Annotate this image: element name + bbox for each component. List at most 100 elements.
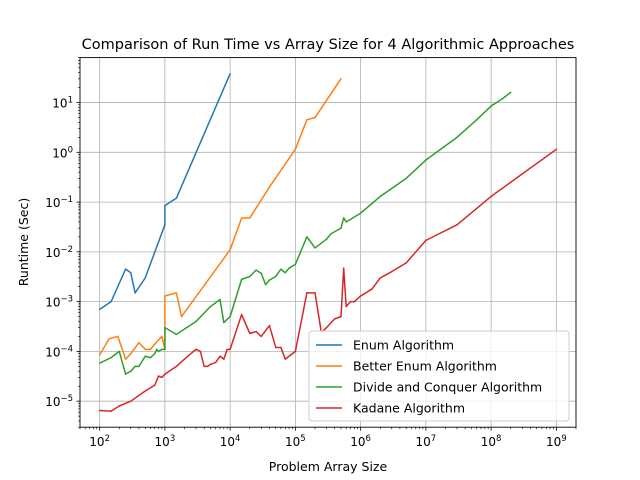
y-axis-label: Runtime (Sec): [16, 198, 31, 286]
data-point: [157, 350, 160, 353]
data-point: [175, 292, 178, 294]
data-point: [425, 239, 427, 242]
legend-label-0: Enum Algorithm: [353, 338, 454, 353]
x-tick-label: 105: [285, 434, 306, 449]
data-point: [274, 346, 277, 349]
series-points-1: [98, 78, 342, 360]
y-tick-label: 10−5: [45, 394, 73, 409]
data-point: [98, 409, 101, 412]
data-point: [274, 275, 277, 278]
data-point: [138, 341, 140, 344]
data-point: [229, 348, 231, 351]
data-point: [203, 365, 205, 368]
data-point: [108, 337, 110, 340]
y-tick-label: 10−2: [45, 245, 73, 260]
data-point: [175, 365, 178, 368]
data-point: [164, 348, 166, 351]
data-point: [161, 348, 163, 351]
data-point: [134, 365, 136, 368]
y-tick-label: 10−4: [45, 344, 73, 359]
data-point: [510, 91, 512, 94]
axis-ticks: 102 103 104 105 106 107 108 109 10−5 10−4 10−3 10−2…: [45, 57, 577, 449]
data-point: [405, 262, 407, 264]
data-point: [260, 272, 263, 275]
data-point: [314, 247, 316, 249]
data-point: [98, 308, 101, 311]
legend-box: [308, 330, 570, 422]
data-point: [294, 350, 297, 353]
data-point: [340, 227, 342, 229]
data-point: [330, 233, 332, 235]
data-point: [209, 363, 212, 366]
data-point: [164, 224, 166, 226]
data-point: [195, 348, 197, 351]
data-point: [124, 358, 127, 360]
data-point: [345, 305, 347, 308]
data-point: [349, 218, 352, 221]
data-point: [325, 326, 328, 329]
data-point: [306, 292, 308, 294]
data-point: [405, 177, 407, 180]
data-point: [359, 212, 362, 214]
data-point: [260, 335, 263, 338]
data-point: [240, 217, 243, 219]
data-point: [391, 270, 393, 273]
data-point: [117, 335, 119, 338]
data-point: [130, 272, 132, 274]
data-point: [175, 333, 178, 336]
y-tick-label: 10−1: [45, 195, 73, 210]
data-point: [314, 116, 316, 119]
data-point: [206, 365, 209, 368]
chart-title: Comparison of Run Time vs Array Size for…: [82, 37, 575, 53]
data-point: [118, 350, 121, 353]
data-point: [175, 197, 178, 199]
data-point: [342, 217, 345, 219]
data-point: [379, 195, 382, 198]
series-points-0: [98, 72, 231, 311]
data-point: [425, 159, 427, 161]
data-point: [288, 267, 290, 269]
data-point: [130, 352, 132, 355]
data-point: [118, 405, 121, 407]
data-point: [130, 400, 132, 402]
data-point: [456, 224, 458, 226]
legend-label-3: Kadane Algorithm: [353, 401, 465, 416]
data-point: [124, 268, 127, 270]
data-point: [280, 346, 282, 349]
plot-frame: [79, 57, 577, 428]
legend: Enum Algorithm Better Enum Algorithm Divid…: [308, 330, 570, 422]
data-point: [555, 148, 558, 151]
data-point: [219, 355, 221, 357]
data-point: [379, 277, 382, 279]
data-point: [306, 236, 308, 238]
data-point: [164, 295, 166, 297]
data-point: [149, 348, 152, 351]
data-point: [268, 279, 271, 281]
data-point: [294, 263, 297, 266]
x-tick-label: 109: [546, 434, 567, 449]
data-point: [371, 288, 373, 290]
data-point: [157, 375, 160, 377]
data-point: [154, 384, 156, 386]
data-point: [264, 283, 267, 286]
series-points-2: [98, 91, 512, 375]
data-point: [240, 278, 243, 281]
legend-label-1: Better Enum Algorithm: [353, 359, 497, 374]
data-point: [138, 365, 140, 368]
data-point: [110, 300, 112, 303]
data-point: [353, 300, 356, 303]
data-point: [144, 390, 146, 392]
data-point: [229, 249, 231, 251]
x-tick-label: 104: [220, 434, 241, 449]
data-point: [144, 355, 146, 357]
data-point: [161, 335, 163, 338]
data-point: [501, 97, 504, 100]
data-point: [359, 295, 362, 297]
y-tick-label: 10−3: [45, 295, 73, 310]
data-point: [240, 313, 243, 316]
data-point: [255, 269, 257, 271]
data-point: [226, 348, 228, 351]
data-point: [130, 370, 132, 372]
data-point: [223, 321, 225, 324]
